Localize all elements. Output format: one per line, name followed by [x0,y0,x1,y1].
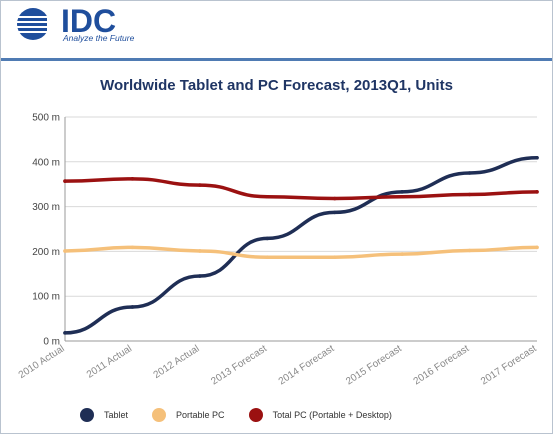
chart-legend: Tablet Portable PC Total PC (Portable + De… [80,405,416,425]
data-point [332,255,337,260]
legend-swatch [152,408,167,422]
data-point [198,249,202,253]
header: IDC Analyze the Future [1,1,552,57]
idc-globe-icon [17,8,51,40]
x-tick-label: 2012 Actual [152,343,202,381]
data-point [400,190,404,194]
x-tick-label: 2017 Forecast [479,343,539,387]
data-point [332,210,337,215]
data-point [467,171,472,175]
y-tick-label: 100 m [32,292,60,303]
series-line-2 [63,177,539,201]
chart-title: Worldwide Tablet and PC Forecast, 2013Q1… [100,77,453,94]
y-tick-label: 0 m [43,337,60,348]
data-point [63,179,67,183]
legend-swatch [80,408,94,422]
data-point [467,248,472,253]
data-point [63,331,67,335]
data-point [400,194,404,199]
legend-item: Total PC (Portable + Desktop) [248,408,392,422]
y-tick-label: 200 m [32,247,60,258]
series-line-1 [63,245,539,259]
data-point [130,245,135,250]
x-tick-label: 2010 Actual [17,343,67,381]
x-tick-label: 2013 Forecast [209,343,269,387]
legend-label: Portable PC [176,410,225,420]
legend-label: Tablet [104,410,129,420]
x-tick-label: 2011 Actual [85,343,134,380]
data-point [400,252,404,256]
legend-item: Tablet [80,408,128,422]
data-point [198,274,202,278]
data-point [130,177,135,181]
legend-item: Portable PC [152,408,225,422]
data-point [63,249,67,253]
data-point [198,183,202,187]
x-tick-label: 2014 Forecast [277,343,337,387]
data-point [265,255,270,260]
idc-logo-text: IDC [61,3,117,39]
data-point [535,245,539,250]
y-tick-label: 300 m [32,202,60,213]
legend-label: Total PC (Portable + Desktop) [272,410,392,420]
y-tick-label: 500 m [32,113,60,124]
idc-tagline: Analyze the Future [63,33,135,43]
x-tick-label: 2016 Forecast [412,343,472,387]
data-point [130,305,135,309]
data-point [265,194,270,199]
series-line-0 [63,156,539,335]
data-point [535,190,539,194]
data-point [332,196,337,201]
legend-swatch [248,408,263,422]
y-tick-label: 400 m [32,157,60,168]
data-point [535,155,539,160]
data-point [265,236,270,241]
data-point [467,192,472,197]
header-rule [1,58,552,61]
x-tick-label: 2015 Forecast [344,343,404,387]
